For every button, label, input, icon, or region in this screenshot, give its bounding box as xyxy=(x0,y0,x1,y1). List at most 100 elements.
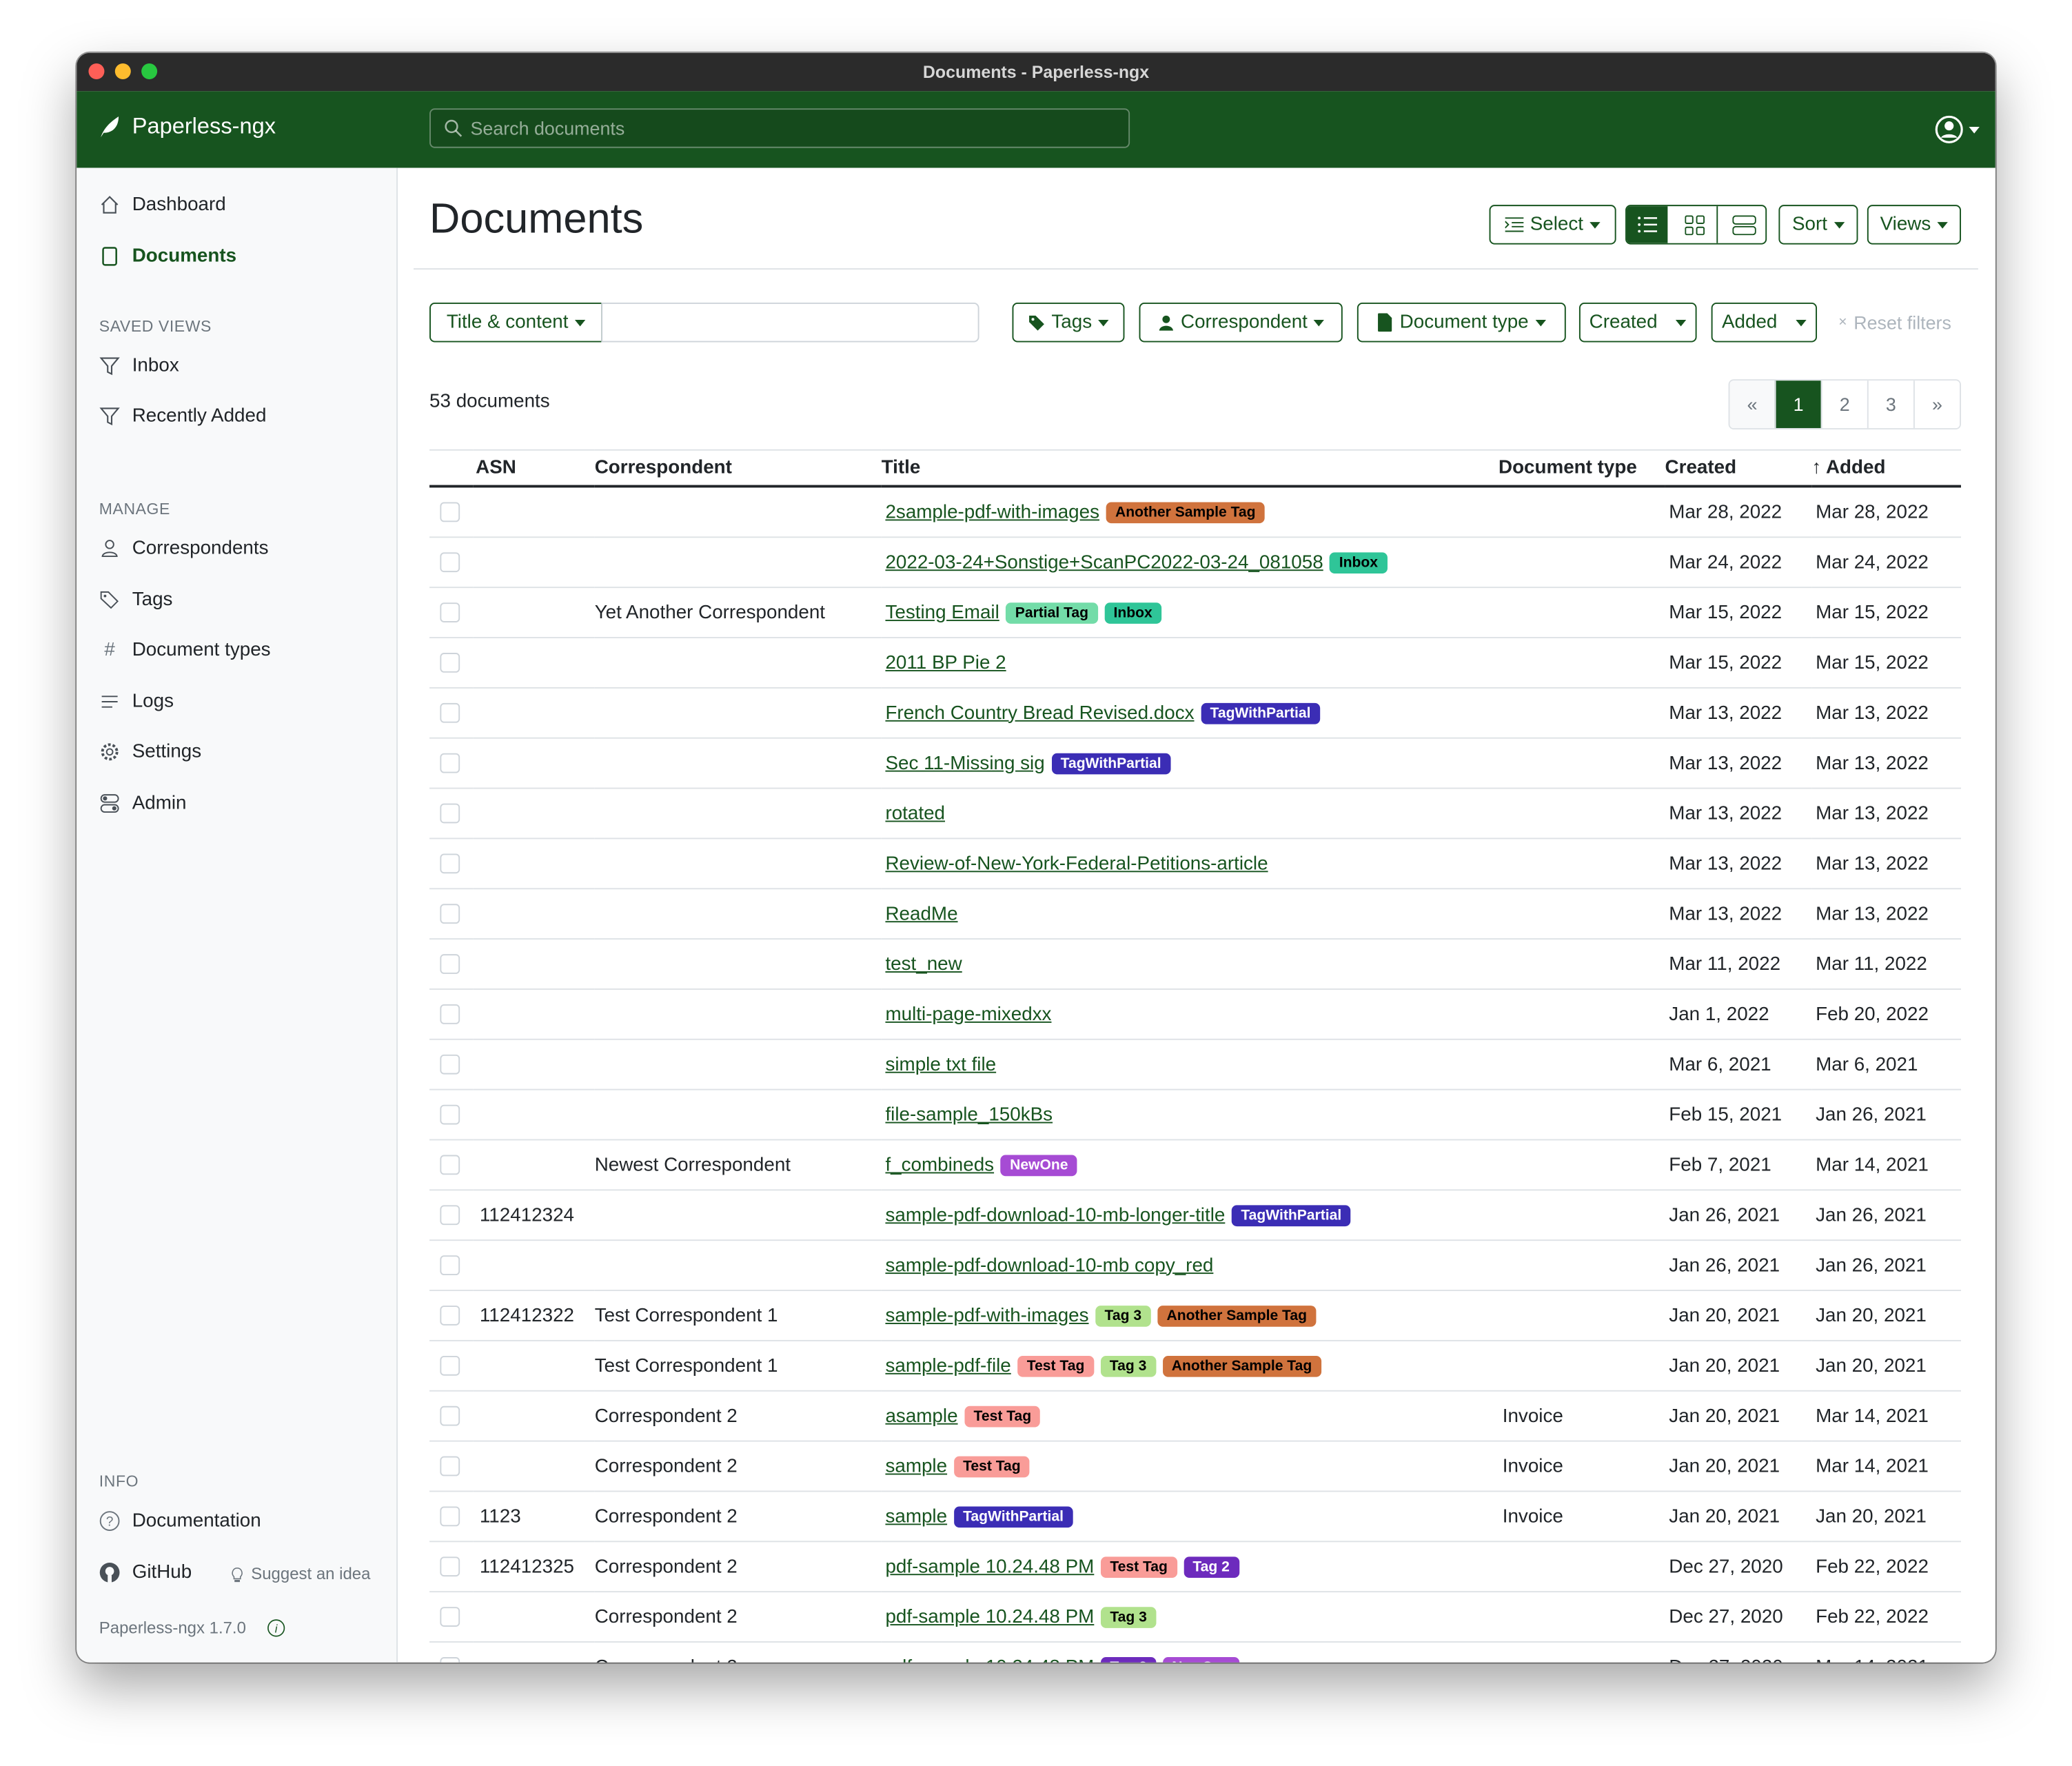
row-checkbox[interactable] xyxy=(440,1556,460,1577)
view-small-cards-button[interactable] xyxy=(1675,206,1718,243)
table-row[interactable]: Correspondent 2 asample Test Tag Invoice Jan… xyxy=(429,1390,1961,1442)
document-title-link[interactable]: sample xyxy=(885,1505,948,1528)
column-header-created[interactable]: Created xyxy=(1665,449,1812,488)
table-row[interactable]: 2022-03-24+Sonstige+ScanPC2022-03-24_081… xyxy=(429,537,1961,589)
row-checkbox[interactable] xyxy=(440,703,460,723)
document-title-link[interactable]: pdf-sample 10.24.48 PM xyxy=(885,1606,1095,1627)
tag-badge[interactable]: Tag 3 xyxy=(1100,1354,1156,1377)
table-row[interactable]: 112412324 sample-pdf-download-10-mb-longe… xyxy=(429,1190,1961,1241)
tag-badge[interactable]: Test Tag xyxy=(953,1455,1030,1477)
sidebar-item-github[interactable]: GitHub xyxy=(99,1562,192,1583)
document-title-link[interactable]: file-sample_150kBs xyxy=(885,1104,1053,1126)
sidebar-item-documentation[interactable]: ? Documentation xyxy=(99,1510,261,1532)
table-row[interactable]: simple txt file Mar 6, 2021 Mar 6, 2021 xyxy=(429,1039,1961,1090)
tag-badge[interactable]: Another Sample Tag xyxy=(1157,1305,1317,1326)
view-large-cards-button[interactable] xyxy=(1724,206,1765,243)
page-next-button[interactable]: » xyxy=(1913,380,1960,429)
sidebar-item-document-types[interactable]: # Document types xyxy=(99,640,270,661)
document-title-link[interactable]: Review-of-New-York-Federal-Petitions-art… xyxy=(885,853,1268,875)
document-title-link[interactable]: sample xyxy=(885,1455,948,1477)
row-checkbox[interactable] xyxy=(440,1004,460,1025)
document-title-link[interactable]: Sec 11-Missing sig xyxy=(885,752,1045,774)
suggest-idea-link[interactable]: Suggest an idea xyxy=(229,1565,370,1583)
table-row[interactable]: 2011 BP Pie 2 Mar 15, 2022 Mar 15, 2022 xyxy=(429,638,1961,689)
table-row[interactable]: multi-page-mixedxx Jan 1, 2022 Feb 20, 202… xyxy=(429,988,1961,1040)
sort-button[interactable]: Sort xyxy=(1778,205,1858,245)
document-title-link[interactable]: 2022-03-24+Sonstige+ScanPC2022-03-24_081… xyxy=(885,551,1323,574)
sidebar-item-settings[interactable]: Settings xyxy=(99,741,201,762)
tag-badge[interactable]: NewOne xyxy=(1162,1656,1240,1663)
table-row[interactable]: sample-pdf-download-10-mb copy_red Jan 26… xyxy=(429,1240,1961,1292)
sidebar-item-dashboard[interactable]: Dashboard xyxy=(99,194,226,215)
document-type-filter-button[interactable]: Document type xyxy=(1357,303,1566,343)
select-button[interactable]: Select xyxy=(1489,205,1616,245)
sidebar-item-logs[interactable]: Logs xyxy=(99,691,174,712)
row-checkbox[interactable] xyxy=(440,1607,460,1627)
row-checkbox[interactable] xyxy=(440,1356,460,1377)
tag-badge[interactable]: Tag 3 xyxy=(1100,1606,1157,1627)
correspondent-filter-button[interactable]: Correspondent xyxy=(1139,303,1343,343)
document-title-link[interactable]: sample-pdf-download-10-mb-longer-title xyxy=(885,1204,1226,1226)
table-row[interactable]: ReadMe Mar 13, 2022 Mar 13, 2022 xyxy=(429,889,1961,940)
sidebar-item-tags[interactable]: Tags xyxy=(99,589,172,611)
sidebar-item-documents[interactable]: Documents xyxy=(99,246,236,267)
tag-badge[interactable]: NewOne xyxy=(1000,1154,1077,1176)
column-header-asn[interactable]: ASN xyxy=(473,449,595,488)
row-checkbox[interactable] xyxy=(440,602,460,623)
document-title-link[interactable]: 2sample-pdf-with-images xyxy=(885,501,1099,523)
maximize-window-button[interactable] xyxy=(141,63,158,80)
document-title-link[interactable]: French Country Bread Revised.docx xyxy=(885,702,1195,724)
document-title-link[interactable]: 2011 BP Pie 2 xyxy=(885,652,1006,673)
sidebar-item-inbox[interactable]: Inbox xyxy=(99,356,179,376)
document-title-link[interactable]: asample xyxy=(885,1405,958,1427)
column-header-title[interactable]: Title xyxy=(881,449,1499,488)
page-3-button[interactable]: 3 xyxy=(1867,380,1913,429)
info-circle-icon[interactable]: i xyxy=(267,1618,286,1637)
tag-badge[interactable]: Another Sample Tag xyxy=(1106,501,1265,523)
document-title-link[interactable]: ReadMe xyxy=(885,903,958,925)
tag-badge[interactable]: Tag 3 xyxy=(1095,1305,1151,1326)
table-row[interactable]: 2sample-pdf-with-images Another Sample Ta… xyxy=(429,486,1961,538)
row-checkbox[interactable] xyxy=(440,904,460,924)
views-button[interactable]: Views xyxy=(1867,205,1961,245)
tag-badge[interactable]: TagWithPartial xyxy=(1231,1204,1351,1226)
tag-badge[interactable]: TagWithPartial xyxy=(1201,702,1320,724)
tags-filter-button[interactable]: Tags xyxy=(1012,303,1125,343)
minimize-window-button[interactable] xyxy=(114,63,131,80)
user-menu-button[interactable] xyxy=(1935,115,1980,144)
table-row[interactable]: 1123 Correspondent 2 sample TagWithPartial I… xyxy=(429,1491,1961,1543)
tag-badge[interactable]: Test Tag xyxy=(1100,1556,1177,1578)
sidebar-item-admin[interactable]: Admin xyxy=(99,793,187,814)
table-row[interactable]: 112412322 Test Correspondent 1 sample-pdf-… xyxy=(429,1290,1961,1341)
page-1-button[interactable]: 1 xyxy=(1774,380,1821,429)
table-row[interactable]: Correspondent 2 sample Test Tag Invoice Jan … xyxy=(429,1441,1961,1492)
table-row[interactable]: Newest Correspondent f_combineds NewOne Feb… xyxy=(429,1139,1961,1191)
document-title-link[interactable]: rotated xyxy=(885,802,946,824)
row-checkbox[interactable] xyxy=(440,502,460,522)
row-checkbox[interactable] xyxy=(440,954,460,975)
document-title-link[interactable]: sample-pdf-download-10-mb copy_red xyxy=(885,1255,1214,1276)
row-checkbox[interactable] xyxy=(440,753,460,773)
document-title-link[interactable]: Testing Email xyxy=(885,602,999,623)
column-header-correspondent[interactable]: Correspondent xyxy=(594,449,882,488)
sidebar-item-recently-added[interactable]: Recently Added xyxy=(99,406,266,427)
table-row[interactable]: Yet Another Correspondent Testing Email Pa… xyxy=(429,587,1961,638)
row-checkbox[interactable] xyxy=(440,1306,460,1326)
row-checkbox[interactable] xyxy=(440,1155,460,1175)
row-checkbox[interactable] xyxy=(440,1657,460,1663)
tag-badge[interactable]: Inbox xyxy=(1104,602,1162,623)
tag-badge[interactable]: Tag 2 xyxy=(1100,1656,1157,1663)
row-checkbox[interactable] xyxy=(440,552,460,573)
tag-badge[interactable]: TagWithPartial xyxy=(1051,752,1170,774)
table-row[interactable]: Test Correspondent 1 sample-pdf-file Test … xyxy=(429,1340,1961,1392)
added-filter-button[interactable]: Added xyxy=(1711,303,1818,343)
tag-badge[interactable]: TagWithPartial xyxy=(953,1505,1073,1528)
row-checkbox[interactable] xyxy=(440,653,460,673)
sidebar-item-correspondents[interactable]: Correspondents xyxy=(99,538,269,559)
tag-badge[interactable]: Test Tag xyxy=(1017,1354,1094,1377)
document-title-link[interactable]: f_combineds xyxy=(885,1154,995,1176)
document-title-link[interactable]: test_new xyxy=(885,953,962,975)
row-checkbox[interactable] xyxy=(440,1105,460,1125)
row-checkbox[interactable] xyxy=(440,1406,460,1426)
